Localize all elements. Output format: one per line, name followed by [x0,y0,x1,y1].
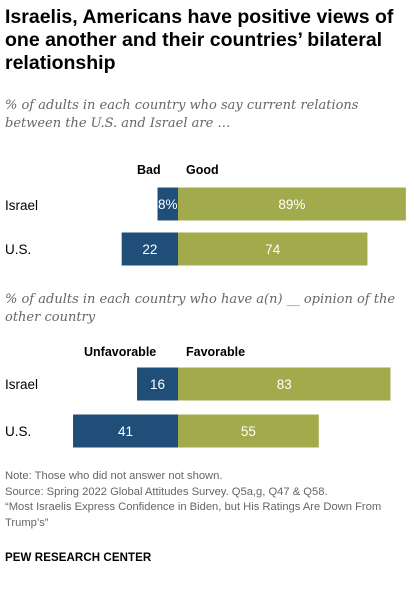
chart-2-legend-negative: Unfavorable [84,345,157,359]
chart-1-israel-negative-bar [157,187,178,221]
note-text: Note: Those who did not answer not shown… [5,470,223,482]
chart-2-israel-negative-value-label: 16 [150,377,165,392]
chart-2-legend-positive: Favorable [186,345,246,359]
chart-1-legend-negative: Bad [137,163,161,177]
chart-2-subtitle: % of adults in each country who have a(n… [5,292,396,325]
chart-2-israel-negative-bar [137,367,178,401]
chart-2-us-negative-bar [73,414,178,448]
chart-1-row-label-us: U.S. [5,242,32,257]
chart-1-us-positive-value-label: 74 [265,242,281,257]
chart-2-israel-positive-value-label: 83 [277,377,292,392]
chart-1-us-negative-bar [121,232,178,266]
chart-notes: Note: Those who did not answer not shown… [5,469,410,531]
chart-2-row-label-israel: Israel [5,377,39,392]
chart-1-row-label-israel: Israel [5,198,39,213]
chart-2-israel-positive-bar [178,367,391,401]
chart-2-us-positive-bar [178,414,319,448]
chart-title: Israelis, Americans have positive views … [5,6,394,74]
chart-2-us-positive-value-label: 55 [241,424,256,439]
chart-1-legend-positive: Good [186,163,219,177]
chart-1-israel-negative-value-label: 8% [158,197,178,212]
organization-credit: PEW RESEARCH CENTER [5,552,152,564]
chart-1-israel-positive-value-label: 89% [278,197,305,212]
chart-2-us-negative-value-label: 41 [118,424,133,439]
source-text: Source: Spring 2022 Global Attitudes Sur… [5,485,328,498]
chart-2-row-label-us: U.S. [5,424,32,439]
chart-1-subtitle: % of adults in each country who say curr… [5,98,359,131]
report-title-text: “Most Israelis Express Confidence in Bid… [5,501,382,529]
chart-1-us-positive-bar [178,232,368,266]
chart-1-us-negative-value-label: 22 [142,242,157,257]
chart-1-israel-positive-bar [178,187,406,221]
